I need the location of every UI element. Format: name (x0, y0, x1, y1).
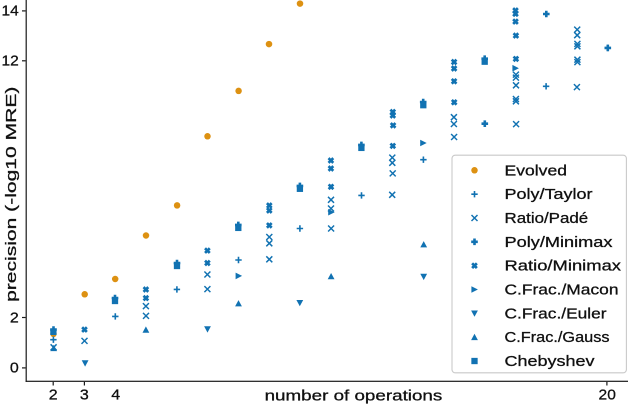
svg-text:12: 12 (2, 54, 19, 70)
svg-text:C.Frac./Euler: C.Frac./Euler (505, 306, 607, 322)
svg-text:20: 20 (599, 388, 616, 404)
svg-text:2: 2 (10, 310, 19, 326)
svg-text:Evolved: Evolved (505, 163, 568, 179)
svg-text:C.Frac./Gauss: C.Frac./Gauss (505, 330, 610, 346)
svg-text:C.Frac./Macon: C.Frac./Macon (505, 283, 619, 299)
svg-text:Ratio/Padé: Ratio/Padé (505, 211, 589, 227)
svg-text:Ratio/Minimax: Ratio/Minimax (505, 259, 622, 275)
svg-text:14: 14 (2, 4, 19, 20)
svg-text:precision (-log10 MRE): precision (-log10 MRE) (4, 87, 20, 302)
svg-text:0: 0 (10, 361, 19, 377)
svg-text:2: 2 (49, 388, 58, 404)
svg-text:number of operations: number of operations (265, 388, 443, 404)
svg-text:Poly/Minimax: Poly/Minimax (505, 235, 614, 251)
svg-text:Poly/Taylor: Poly/Taylor (505, 187, 593, 203)
svg-text:3: 3 (80, 388, 89, 404)
svg-text:Chebyshev: Chebyshev (505, 354, 596, 370)
svg-text:4: 4 (111, 388, 120, 404)
